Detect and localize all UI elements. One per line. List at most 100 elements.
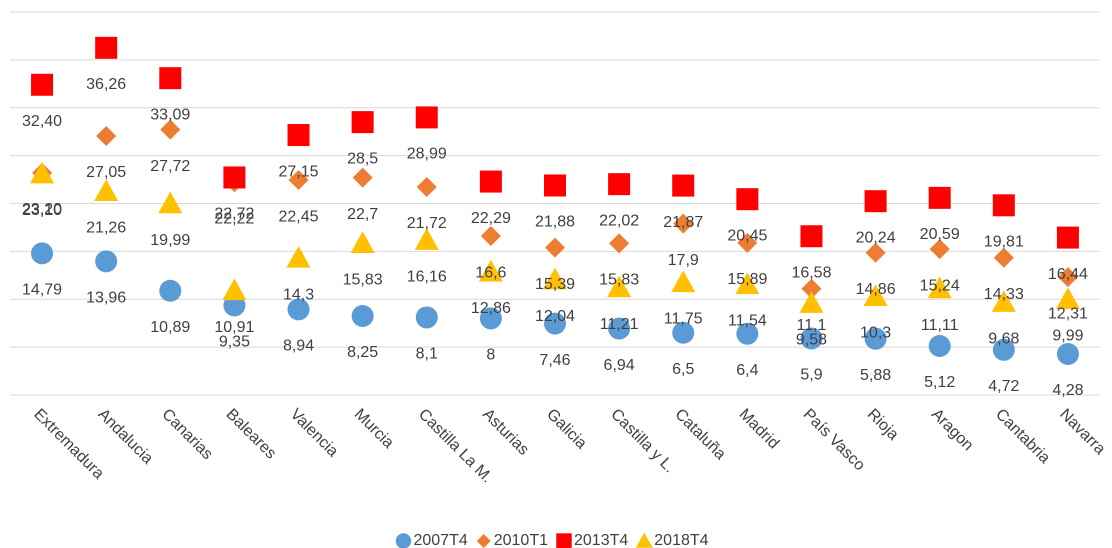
legend-marker (395, 533, 412, 548)
data-label: 12,04 (535, 308, 575, 325)
marker (479, 170, 502, 193)
marker (288, 170, 309, 191)
data-label: 10,89 (150, 319, 190, 336)
data-label: 22,02 (599, 212, 639, 229)
data-label: 21,26 (86, 220, 126, 237)
marker (352, 167, 373, 188)
marker (992, 338, 1015, 361)
marker (609, 233, 630, 254)
data-label: 8,25 (347, 344, 378, 361)
marker (31, 242, 54, 265)
data-label: 36,26 (86, 76, 126, 93)
data-label: 9,35 (219, 334, 250, 351)
marker (351, 305, 374, 328)
data-label: 11,75 (664, 311, 703, 328)
x-tick-label: Baleares (223, 406, 280, 463)
data-label: 16,16 (407, 268, 447, 285)
x-tick-label: País Vasco (800, 406, 868, 474)
data-label: 15,39 (535, 276, 575, 293)
marker (223, 166, 246, 189)
marker (478, 259, 503, 282)
data-label: 20,24 (856, 229, 896, 246)
marker (863, 284, 888, 306)
data-label: 33,09 (150, 106, 190, 123)
data-label: 15,83 (343, 272, 383, 289)
marker (543, 267, 567, 290)
data-label: 16,44 (1048, 266, 1088, 283)
x-tick-label: Cataluña (671, 406, 728, 463)
data-label: 14,79 (22, 282, 62, 299)
data-label: 5,12 (924, 374, 955, 391)
x-tick-label: Rioja (864, 406, 902, 444)
data-label: 27,15 (279, 163, 319, 180)
marker (95, 250, 118, 273)
marker (737, 232, 758, 253)
marker (415, 106, 438, 129)
marker (929, 239, 950, 260)
x-tick-label: Aragon (928, 406, 977, 455)
marker (608, 317, 631, 340)
x-tick-label: Murcia (351, 406, 397, 452)
x-tick-label: Galicia (543, 406, 590, 453)
marker (96, 125, 117, 146)
x-tick-label: Andalucia (94, 406, 156, 468)
x-tick-label: Navarra (1056, 406, 1108, 458)
marker (544, 174, 566, 197)
marker (736, 188, 759, 211)
data-label: 27,72 (150, 158, 190, 175)
marker (800, 225, 823, 248)
data-label: 10,91 (214, 319, 254, 336)
marker (864, 190, 887, 213)
marker (993, 247, 1014, 268)
data-label: 11,21 (600, 316, 639, 333)
marker (159, 279, 182, 302)
x-tick-label: Castilla y L. (607, 406, 678, 477)
marker (736, 322, 759, 345)
marker (928, 334, 951, 357)
marker (416, 177, 437, 198)
legend-label: 2013T4 (574, 532, 628, 548)
data-label: 21,88 (535, 214, 575, 231)
data-label: 22,29 (471, 210, 511, 227)
data-label: 28,5 (347, 150, 378, 167)
data-label: 21,72 (407, 215, 447, 232)
legend-marker (556, 533, 572, 548)
legend: 2007T4 2010T1 2013T4 2018T4 (413, 532, 708, 548)
data-label: 19,99 (150, 232, 190, 249)
marker (1055, 287, 1080, 309)
data-label: 27,05 (86, 164, 126, 181)
marker (607, 275, 632, 298)
marker (160, 119, 181, 140)
legend-label: 2007T4 (413, 532, 467, 548)
data-label: 8,1 (416, 346, 438, 363)
marker (801, 278, 822, 299)
marker (31, 73, 54, 96)
x-tick-label: Madrid (736, 406, 783, 453)
data-label: 6,4 (736, 362, 758, 379)
marker (927, 276, 952, 299)
marker (350, 231, 375, 254)
x-tick-label: Valencia (287, 406, 342, 461)
marker (928, 186, 951, 209)
marker (544, 312, 566, 335)
data-label: 15,83 (599, 272, 639, 289)
marker (1056, 226, 1079, 249)
legend-label: 2018T4 (654, 532, 708, 548)
data-label: 6,94 (604, 357, 635, 374)
data-label: 10,3 (860, 325, 891, 342)
marker (414, 228, 439, 250)
data-label: 22,7 (347, 206, 378, 223)
marker (95, 36, 118, 59)
data-label: 23,10 (22, 202, 62, 219)
marker (864, 327, 887, 350)
marker (672, 174, 695, 197)
marker (672, 321, 695, 344)
marker (991, 290, 1016, 312)
data-label: 5,88 (860, 367, 891, 384)
data-label: 8,94 (283, 338, 314, 355)
marker (286, 246, 311, 268)
x-tick-label: Cantabria (992, 406, 1053, 467)
marker (545, 237, 565, 258)
marker (735, 272, 760, 295)
data-label: 14,33 (984, 286, 1024, 303)
